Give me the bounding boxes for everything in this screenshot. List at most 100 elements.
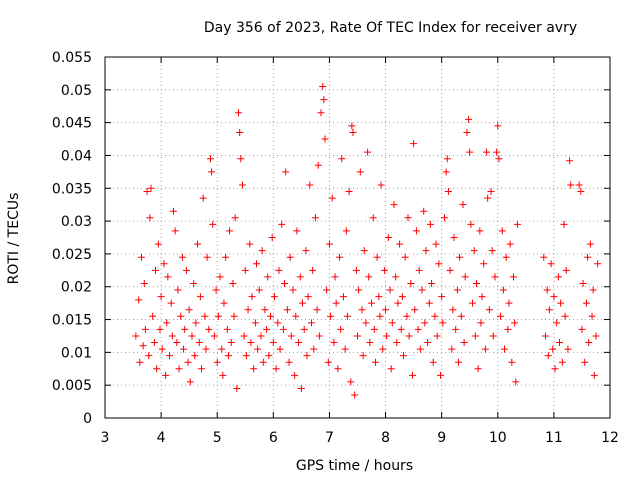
data-point — [244, 306, 252, 314]
data-point — [320, 96, 328, 104]
data-point — [223, 325, 231, 333]
x-axis-title: GPS time / hours — [296, 458, 413, 474]
data-point — [379, 345, 387, 353]
data-point — [261, 306, 269, 314]
data-point — [141, 325, 149, 333]
data-point — [364, 148, 372, 156]
data-point — [495, 155, 503, 163]
data-point — [347, 378, 355, 386]
data-point — [292, 312, 300, 320]
data-point — [426, 220, 434, 228]
data-point — [317, 109, 325, 117]
data-point — [231, 214, 239, 222]
data-points — [132, 83, 602, 399]
data-point — [433, 332, 441, 340]
data-point — [222, 253, 230, 261]
data-point — [511, 319, 519, 327]
data-point — [362, 319, 370, 327]
chart-title: Day 356 of 2023, Rate Of TEC Index for r… — [204, 20, 577, 36]
data-point — [258, 247, 266, 255]
data-point — [502, 253, 510, 261]
data-point — [173, 339, 181, 347]
y-tick-label: 0 — [83, 411, 92, 427]
data-point — [411, 306, 419, 314]
data-point — [438, 293, 446, 301]
data-point — [358, 306, 366, 314]
x-tick-label: 11 — [545, 430, 563, 446]
y-tick-label: 0.01 — [61, 345, 92, 361]
data-point — [476, 227, 484, 235]
data-point — [551, 365, 559, 373]
data-point — [202, 345, 210, 353]
data-point — [466, 148, 474, 156]
x-tick-label: 5 — [213, 430, 222, 446]
data-point — [437, 371, 445, 379]
data-point — [218, 345, 226, 353]
y-tick-label: 0.05 — [61, 83, 92, 99]
data-point — [272, 365, 280, 373]
data-point — [150, 339, 158, 347]
data-point — [227, 339, 235, 347]
plot-frame — [104, 56, 611, 419]
data-point — [540, 253, 548, 261]
data-point — [392, 273, 400, 281]
data-point — [373, 253, 381, 261]
data-point — [457, 312, 465, 320]
y-tick-label: 0.055 — [52, 50, 92, 66]
data-point — [425, 299, 433, 307]
data-point — [435, 260, 443, 268]
data-point — [167, 299, 175, 307]
y-tick-label: 0.005 — [52, 378, 92, 394]
data-point — [592, 332, 600, 340]
data-point — [160, 260, 168, 268]
y-tick-label: 0.03 — [61, 214, 92, 230]
data-point — [171, 227, 179, 235]
data-point — [582, 299, 590, 307]
data-point — [480, 260, 488, 268]
data-point — [251, 319, 259, 327]
data-point — [307, 319, 315, 327]
data-point — [410, 140, 418, 148]
data-point — [264, 273, 272, 281]
data-point — [184, 358, 192, 366]
data-point — [149, 312, 157, 320]
data-point — [190, 279, 198, 287]
data-point — [567, 181, 575, 189]
data-point — [132, 332, 140, 340]
data-point — [554, 273, 562, 281]
data-point — [401, 253, 409, 261]
data-point — [291, 371, 299, 379]
data-point — [369, 214, 377, 222]
data-point — [257, 332, 265, 340]
data-point — [393, 339, 401, 347]
data-point — [295, 339, 303, 347]
data-point — [549, 345, 557, 353]
y-tick-label: 0.02 — [61, 280, 92, 296]
data-point — [263, 325, 271, 333]
data-point — [269, 339, 277, 347]
data-point — [439, 319, 447, 327]
data-point — [180, 345, 188, 353]
data-point — [440, 214, 448, 222]
data-point — [557, 299, 565, 307]
data-point — [360, 247, 368, 255]
data-point — [212, 286, 220, 294]
data-point — [453, 286, 461, 294]
data-point — [578, 325, 586, 333]
data-point — [575, 181, 583, 189]
data-point — [497, 312, 505, 320]
data-point — [544, 352, 552, 360]
data-point — [208, 168, 216, 176]
data-point — [581, 358, 589, 366]
data-point — [235, 109, 243, 117]
data-point — [585, 339, 593, 347]
data-point — [543, 286, 551, 294]
grid-lines — [105, 57, 610, 418]
data-point — [136, 358, 144, 366]
data-point — [463, 128, 471, 136]
data-point — [285, 358, 293, 366]
data-point — [561, 312, 569, 320]
data-point — [498, 227, 506, 235]
data-point — [198, 365, 206, 373]
data-point — [465, 115, 473, 123]
